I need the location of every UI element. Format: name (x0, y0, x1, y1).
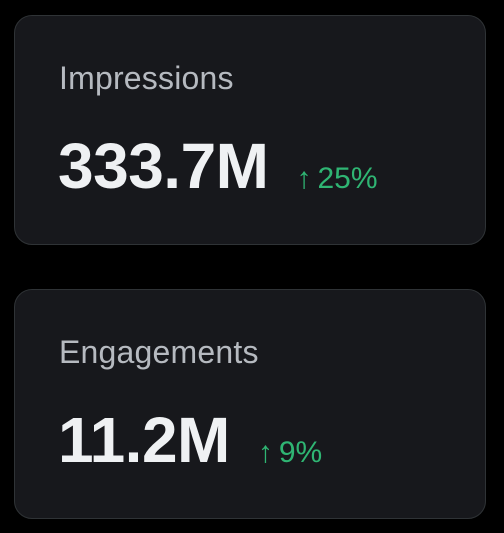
impressions-delta-value: 25% (317, 162, 378, 195)
engagements-delta: ↑ 9% (258, 438, 322, 468)
arrow-up-icon: ↑ (257, 436, 273, 469)
engagements-value-row: 11.2M ↑ 9% (58, 408, 322, 472)
engagements-card: Engagements 11.2M ↑ 9% (14, 289, 486, 519)
engagements-label: Engagements (59, 334, 259, 370)
impressions-value-row: 333.7M ↑ 25% (58, 134, 378, 198)
impressions-label: Impressions (59, 60, 234, 96)
engagements-value: 11.2M (58, 404, 230, 476)
impressions-delta: ↑ 25% (296, 164, 377, 194)
engagements-delta-value: 9% (278, 436, 323, 469)
impressions-card: Impressions 333.7M ↑ 25% (14, 15, 486, 245)
arrow-up-icon: ↑ (296, 162, 312, 195)
impressions-value: 333.7M (58, 130, 269, 202)
